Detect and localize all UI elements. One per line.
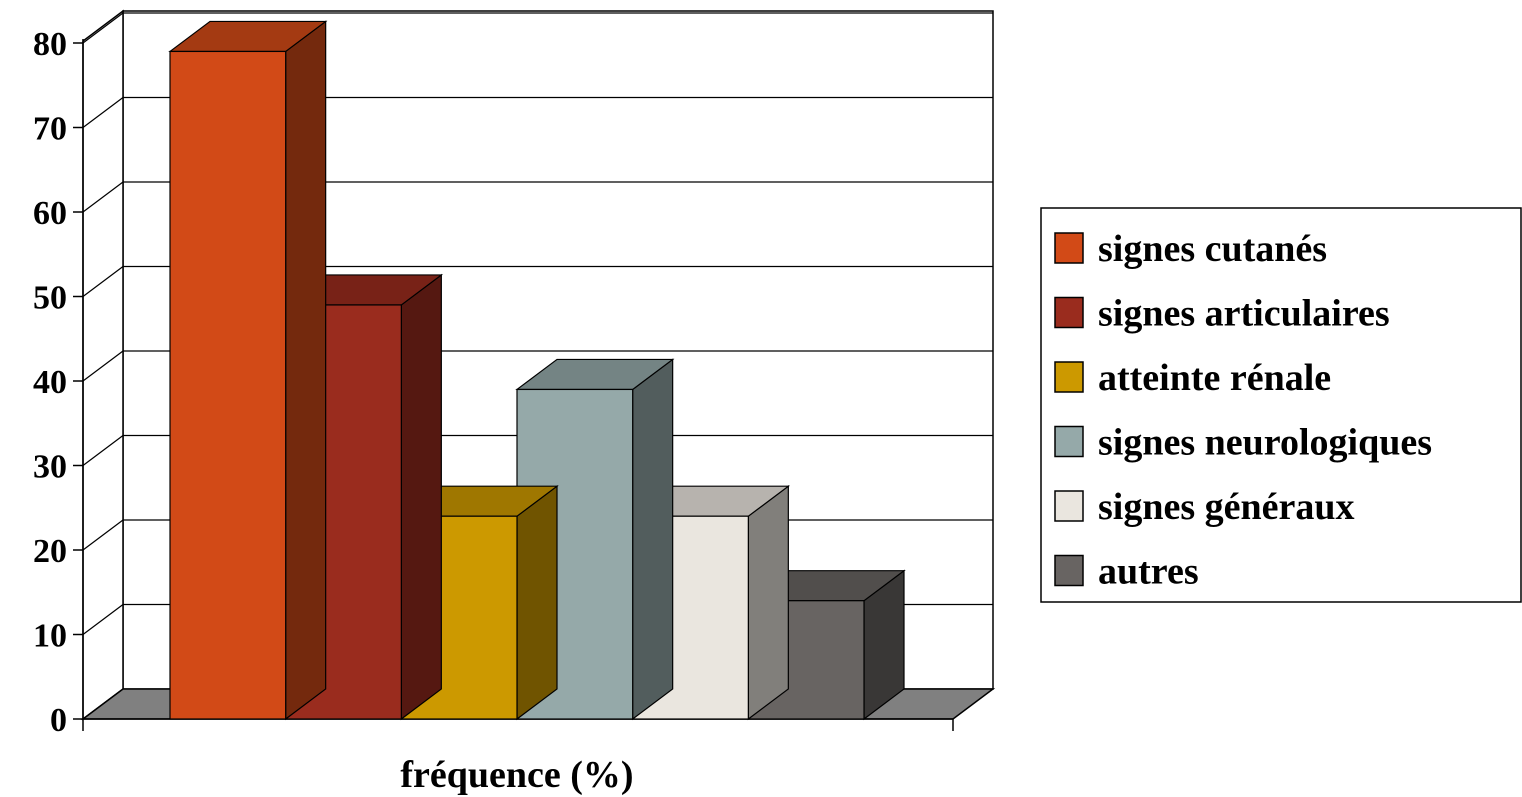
legend: signes cutanés signes articulaires atteint… [1040, 207, 1522, 603]
bar-side-face [400, 273, 442, 721]
y-tick-label: 10 [33, 618, 67, 655]
gridline-side [82, 12, 124, 44]
legend-entry: signes généraux [1098, 486, 1355, 528]
y-tick-label: 0 [50, 702, 67, 739]
gridline-side [82, 604, 124, 635]
gridline-side [82, 519, 124, 551]
y-tick-label: 50 [33, 280, 67, 317]
y-tick-label: 80 [33, 26, 67, 63]
bar-side-face [747, 485, 789, 721]
y-tick-label: 70 [33, 111, 67, 148]
legend-entry: signes cutanés [1098, 228, 1327, 270]
y-axis: 0 10 20 30 40 50 60 70 80 [33, 26, 954, 739]
legend-entry: signes articulaires [1098, 293, 1390, 335]
gridline-side [82, 435, 124, 466]
legend-entry: autres [1098, 551, 1199, 593]
gridline-side [82, 97, 124, 128]
y-tick-label: 30 [33, 449, 67, 486]
legend-swatch [1054, 361, 1084, 393]
y-tick-label: 20 [33, 533, 67, 570]
bar-side-face [516, 485, 558, 721]
gridline-side [82, 350, 124, 382]
gridline-side [82, 266, 124, 297]
side-wall [82, 9, 124, 721]
legend-swatch [1054, 554, 1084, 587]
y-tick-label: 40 [33, 364, 67, 401]
bars [168, 20, 906, 721]
x-axis-label: fréquence (%) [400, 754, 633, 796]
legend-entry: atteinte rénale [1098, 357, 1331, 399]
legend-entry: signes neurologiques [1098, 422, 1432, 464]
legend-swatch [1054, 296, 1084, 329]
bar-side-face [285, 20, 327, 721]
legend-swatch [1054, 490, 1084, 522]
bar-side-face [632, 358, 674, 721]
y-tick-label: 60 [33, 195, 67, 232]
gridline-side [82, 181, 124, 213]
bar-front-face [169, 50, 287, 720]
legend-swatch [1054, 425, 1084, 458]
legend-box [1040, 207, 1522, 603]
bar-1 [168, 20, 328, 721]
legend-swatch [1054, 232, 1084, 264]
